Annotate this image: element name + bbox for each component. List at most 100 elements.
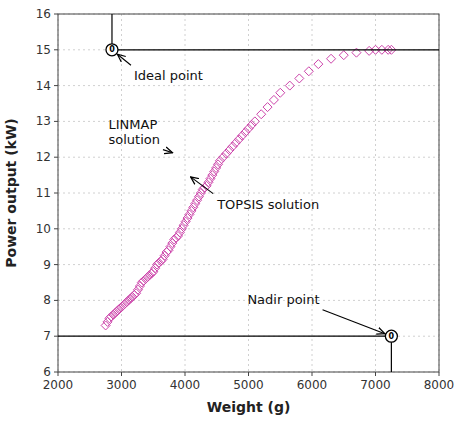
- y-tick-label: 9: [43, 258, 51, 272]
- x-tick-label: 8000: [424, 378, 455, 392]
- pareto-point: [215, 156, 224, 165]
- y-tick-label: 7: [43, 329, 51, 343]
- grid-line-y: [58, 336, 439, 337]
- pareto-point: [222, 149, 231, 158]
- pareto-point: [269, 95, 278, 104]
- y-tick-label: 8: [43, 293, 51, 307]
- annotation-text: TOPSIS solution: [216, 197, 319, 212]
- annotation-text: Nadir point: [247, 292, 319, 307]
- pareto-point: [250, 117, 259, 126]
- y-tick: [54, 372, 58, 373]
- annotation-line: Nadir point: [247, 292, 319, 307]
- y-tick: [54, 336, 58, 337]
- annotation-line: solution: [108, 132, 159, 147]
- x-tick: [312, 372, 313, 376]
- x-axis-label: Weight (g): [207, 399, 291, 415]
- reference-line-horizontal: [58, 336, 391, 337]
- x-tick: [375, 372, 376, 376]
- pareto-point: [339, 51, 348, 60]
- y-tick-label: 16: [36, 7, 51, 21]
- pareto-point: [162, 248, 171, 257]
- y-tick-label: 6: [43, 365, 51, 379]
- pareto-point: [276, 88, 285, 97]
- plot-frame: [58, 14, 439, 372]
- x-tick-label: 6000: [297, 378, 328, 392]
- grid: [58, 14, 439, 372]
- pareto-point: [285, 81, 294, 90]
- pareto-point: [238, 131, 247, 140]
- y-tick: [54, 264, 58, 265]
- y-axis-label: Power output (kW): [3, 118, 19, 267]
- y-tick-label: 13: [36, 114, 51, 128]
- y-tick: [54, 193, 58, 194]
- pareto-point: [172, 233, 181, 242]
- chart: 2000 3000 4000 5000 6000 7000 8000 6 7 8 9 10 11 12 13…: [0, 0, 459, 430]
- x-tick: [58, 372, 59, 376]
- pareto-point: [257, 110, 266, 119]
- pareto-point: [231, 138, 240, 147]
- annotation-arrow: [323, 310, 385, 334]
- annotation-text: LINMAPsolution: [108, 117, 159, 147]
- x-tick-label: 2000: [43, 378, 74, 392]
- grid-line-y: [58, 228, 439, 229]
- x-tick-label: 3000: [106, 378, 137, 392]
- pareto-point: [234, 135, 243, 144]
- pareto-point: [219, 153, 228, 162]
- x-tick-label: 5000: [233, 378, 264, 392]
- ticks: 2000 3000 4000 5000 6000 7000 8000 6 7 8 9 10 11 12 13…: [36, 7, 455, 392]
- y-tick: [54, 300, 58, 301]
- y-tick: [54, 228, 58, 229]
- x-tick-label: 7000: [360, 378, 391, 392]
- reference-point: [106, 44, 118, 56]
- pareto-point: [225, 146, 234, 155]
- pareto-point: [247, 120, 256, 129]
- y-tick-label: 11: [36, 186, 51, 200]
- annotation-arrow: [163, 150, 173, 153]
- y-tick: [54, 49, 58, 50]
- grid-line-x: [121, 14, 122, 372]
- pareto-point: [130, 291, 139, 300]
- annotation-arrow: [117, 54, 131, 65]
- x-tick: [439, 372, 440, 376]
- pareto-point: [327, 54, 336, 63]
- y-tick: [54, 14, 58, 15]
- grid-line-y: [58, 193, 439, 194]
- x-tick: [185, 372, 186, 376]
- pareto-point: [156, 257, 165, 266]
- pareto-point: [263, 103, 272, 112]
- pareto-point: [147, 269, 156, 278]
- pareto-point: [228, 142, 237, 151]
- y-tick: [54, 121, 58, 122]
- y-tick-label: 15: [36, 43, 51, 57]
- annotation-line: Ideal point: [134, 68, 203, 83]
- pareto-point: [295, 74, 304, 83]
- background: [0, 0, 459, 430]
- reference-point-label: 0: [389, 332, 395, 341]
- annotation-text: Ideal point: [134, 68, 203, 83]
- grid-line-y: [58, 264, 439, 265]
- x-tick: [121, 372, 122, 376]
- reference-point-label: 0: [109, 45, 115, 54]
- reference-line-horizontal: [112, 49, 439, 50]
- annotations: Ideal point LINMAPsolution TOPSIS solution…: [108, 54, 384, 333]
- pareto-point: [304, 67, 313, 76]
- grid-line-y: [58, 85, 439, 86]
- grid-line-x: [375, 14, 376, 372]
- y-tick-label: 10: [36, 222, 51, 236]
- x-tick: [248, 372, 249, 376]
- pareto-point: [241, 128, 250, 137]
- annotation-arrow: [191, 177, 214, 194]
- reference-point: [385, 330, 397, 342]
- y-tick-label: 14: [36, 79, 51, 93]
- y-tick-label: 12: [36, 150, 51, 164]
- grid-line-x: [312, 14, 313, 372]
- annotation-line: LINMAP: [108, 117, 157, 132]
- y-tick: [54, 85, 58, 86]
- pareto-point: [244, 124, 253, 133]
- reference-points: 00: [106, 44, 397, 342]
- x-tick-label: 4000: [170, 378, 201, 392]
- grid-line-y: [58, 157, 439, 158]
- plot-area: [58, 14, 439, 372]
- pareto-point: [314, 60, 323, 69]
- y-tick: [54, 157, 58, 158]
